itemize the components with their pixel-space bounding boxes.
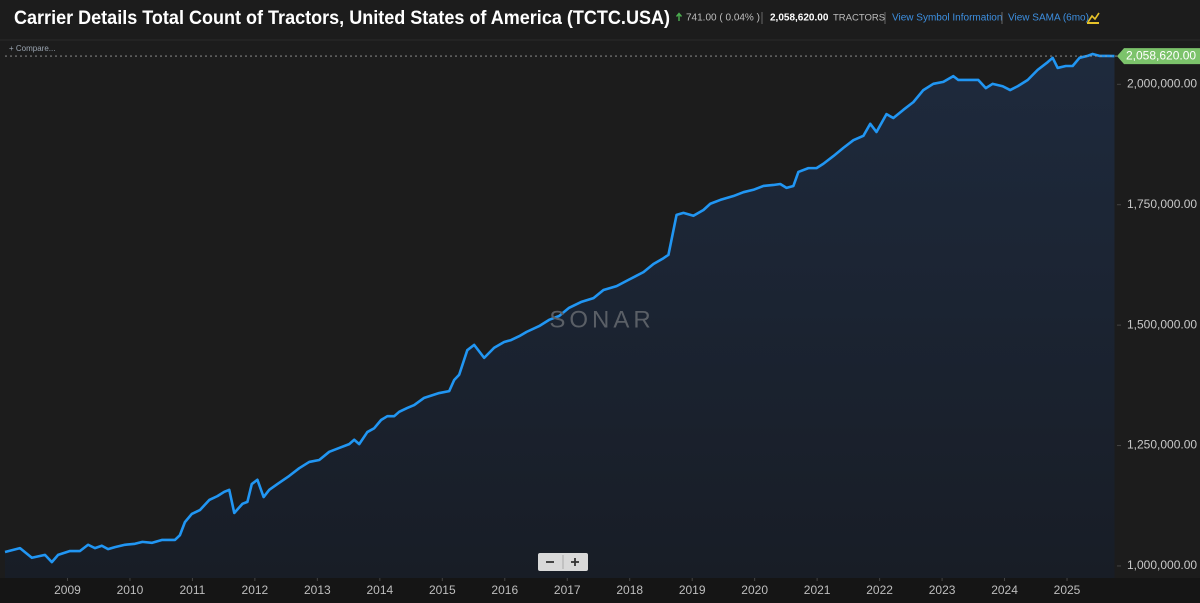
up-arrow <box>675 12 683 21</box>
x-tick-label: 2018 <box>616 583 643 597</box>
x-tick-label: 2024 <box>991 583 1018 597</box>
x-tick-label: 2022 <box>866 583 893 597</box>
last-value-label: 2,058,620.00 <box>1126 49 1196 63</box>
sama-icon[interactable] <box>1087 12 1100 24</box>
x-tick-label: 2021 <box>804 583 831 597</box>
zoom-controls[interactable] <box>538 553 588 571</box>
x-tick-label: 2020 <box>741 583 768 597</box>
symbol-info-link[interactable]: View Symbol Information <box>892 13 1002 24</box>
y-tick-label: 1,000,000.00 <box>1127 558 1197 572</box>
series-line <box>4 52 1115 564</box>
x-tick-label: 2025 <box>1054 583 1081 597</box>
x-tick-label: 2023 <box>929 583 956 597</box>
x-tick-label: 2012 <box>242 583 269 597</box>
x-tick-label: 2016 <box>491 583 518 597</box>
x-axis-band <box>0 578 1200 603</box>
y-tick-label: 1,250,000.00 <box>1127 438 1197 452</box>
last-value-tag <box>1117 48 1200 65</box>
x-tick-label: 2009 <box>54 583 81 597</box>
compare-button[interactable]: + Compare... <box>9 44 55 53</box>
x-tick-label: 2014 <box>366 583 393 597</box>
x-tick-label: 2015 <box>429 583 456 597</box>
x-tick-label: 2017 <box>554 583 581 597</box>
x-tick-label: 2019 <box>679 583 706 597</box>
y-tick-label: 1,500,000.00 <box>1127 317 1197 331</box>
title: Carrier Details Total Count of Tractors,… <box>14 8 670 29</box>
change: 741.00 ( 0.04% ) <box>686 13 760 24</box>
plot-area <box>4 52 1117 579</box>
current-value: 2,058,620.00 <box>770 13 829 24</box>
x-tick-label: 2010 <box>117 583 144 597</box>
unit: TRACTORS <box>833 13 885 24</box>
watermark: SONAR <box>549 306 654 333</box>
y-tick-label: 2,000,000.00 <box>1127 76 1197 90</box>
y-tick-label: 1,750,000.00 <box>1127 197 1197 211</box>
x-tick-label: 2011 <box>180 583 206 597</box>
sama-link[interactable]: View SAMA (6mo) <box>1008 13 1089 24</box>
x-tick-label: 2013 <box>304 583 331 597</box>
